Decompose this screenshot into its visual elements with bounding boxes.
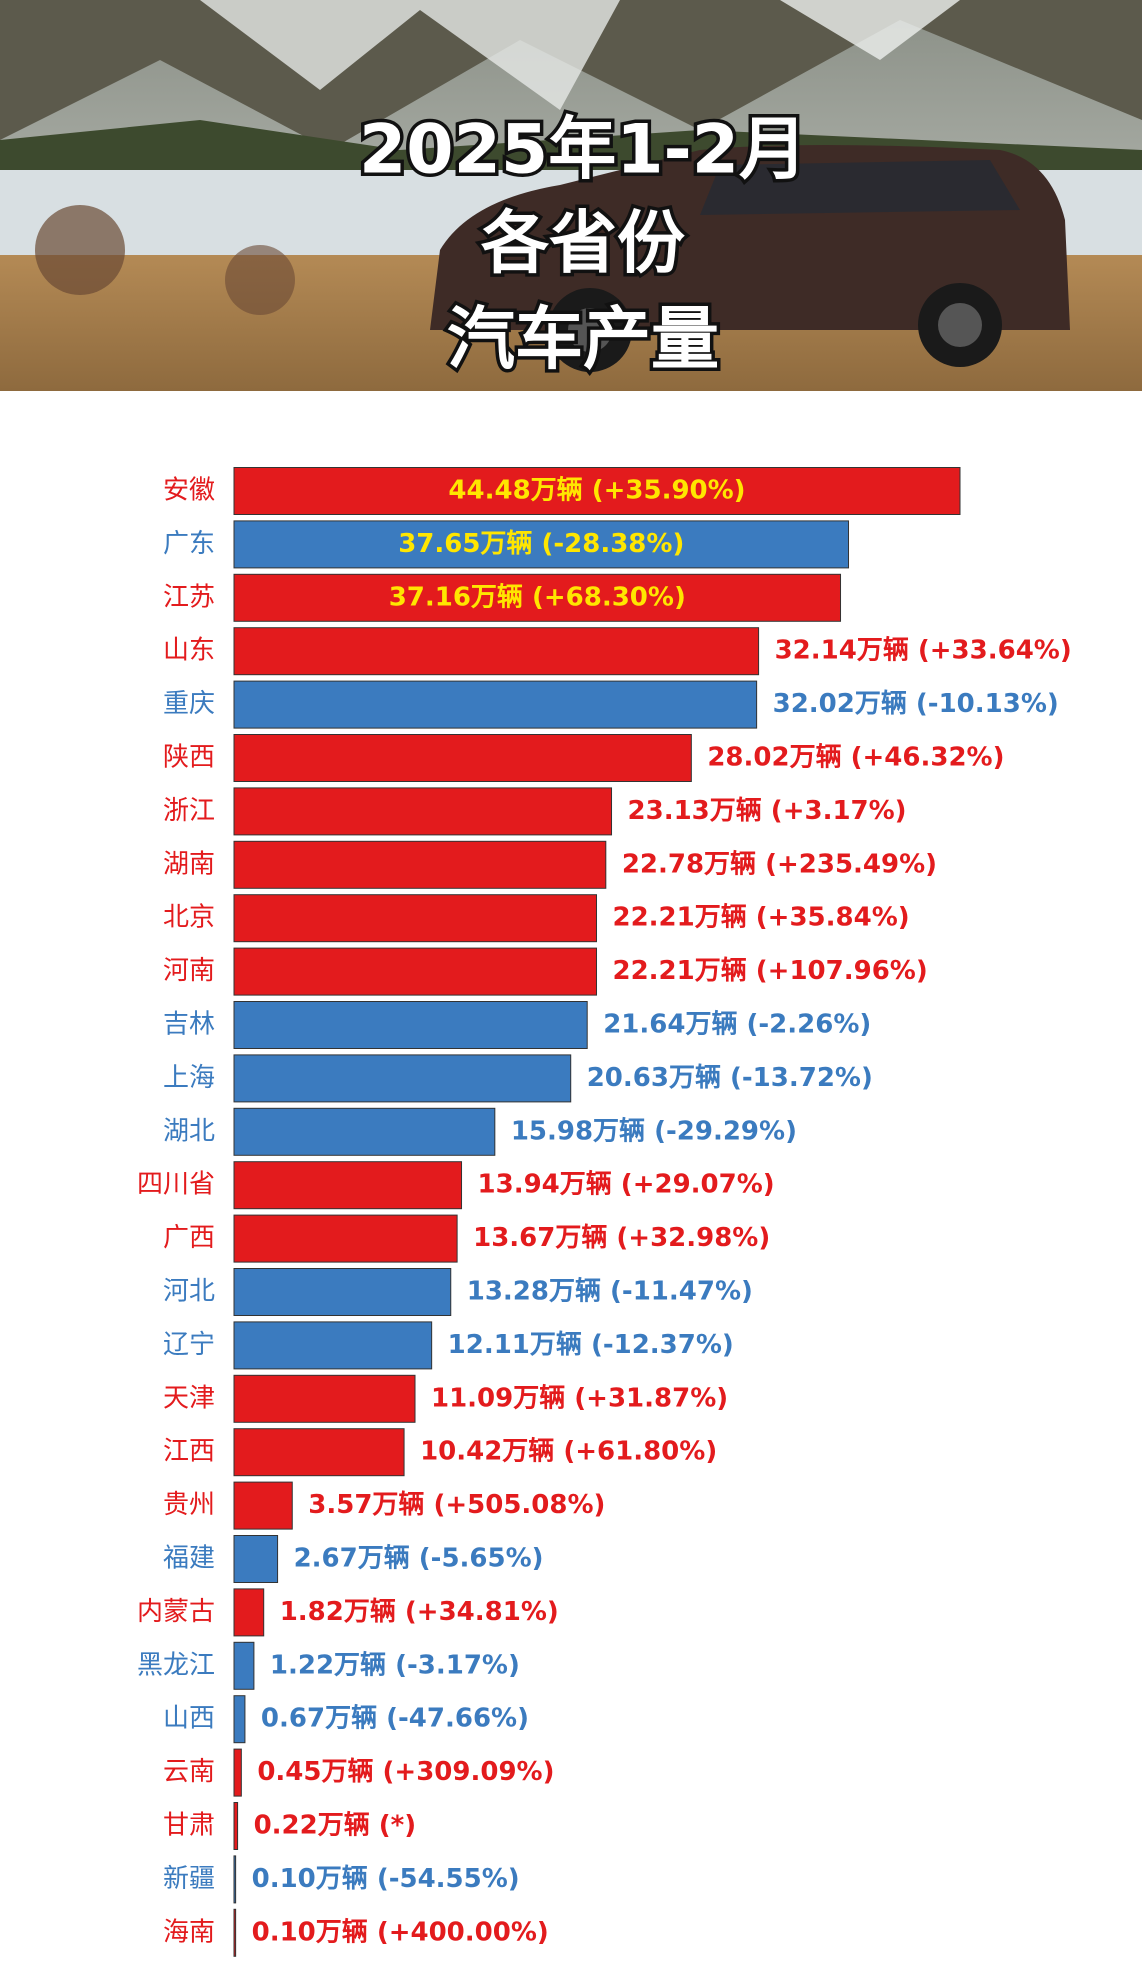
- category-label: 辽宁: [163, 1330, 215, 1360]
- category-label: 云南: [163, 1757, 215, 1787]
- value-label: 32.02万辆 (-10.13%): [773, 689, 1059, 719]
- category-label: 广东: [163, 529, 215, 559]
- bar: [233, 1481, 293, 1530]
- value-label: 20.63万辆 (-13.72%): [587, 1063, 873, 1093]
- bar: [233, 1695, 246, 1744]
- category-label: 江西: [163, 1437, 215, 1467]
- title-line: 2025年1-2月: [359, 111, 807, 190]
- value-label: 3.57万辆 (+505.08%): [308, 1490, 605, 1520]
- category-label: 河南: [163, 956, 215, 986]
- bar: [233, 627, 760, 676]
- bar: [233, 787, 613, 836]
- bar: [233, 1855, 237, 1904]
- bar: [233, 1908, 237, 1957]
- bar: [233, 1161, 463, 1210]
- category-label: 贵州: [163, 1490, 215, 1520]
- value-label: 0.22万辆 (*): [254, 1811, 417, 1841]
- category-label: 海南: [163, 1917, 215, 1947]
- value-label: 13.67万辆 (+32.98%): [473, 1223, 770, 1253]
- bar: [233, 1428, 405, 1477]
- bar: [233, 1001, 588, 1049]
- bar: [233, 680, 758, 729]
- category-label: 安徽: [163, 476, 215, 506]
- bar: [233, 467, 961, 515]
- value-label: 37.16万辆 (+68.30%): [389, 582, 686, 612]
- value-label: 1.22万辆 (-3.17%): [270, 1650, 520, 1680]
- title-line: 汽车产量: [447, 301, 719, 380]
- category-label: 上海: [163, 1063, 215, 1093]
- value-label: 12.11万辆 (-12.37%): [448, 1330, 734, 1360]
- bar: [233, 1748, 242, 1797]
- category-label: 甘肃: [163, 1811, 215, 1841]
- category-label: 山东: [163, 636, 215, 666]
- value-label: 22.21万辆 (+35.84%): [613, 903, 910, 933]
- bar: [233, 1641, 255, 1690]
- value-label: 28.02万辆 (+46.32%): [707, 743, 1004, 773]
- banner: [0, 0, 1142, 391]
- bar: [233, 1321, 433, 1370]
- value-label: 0.45万辆 (+309.09%): [257, 1757, 554, 1787]
- value-label: 22.21万辆 (+107.96%): [613, 956, 928, 986]
- category-label: 陕西: [163, 743, 215, 773]
- category-label: 湖北: [163, 1116, 215, 1146]
- category-label: 广西: [163, 1223, 215, 1253]
- bar: [233, 1268, 452, 1316]
- category-label: 黑龙江: [137, 1650, 215, 1680]
- bar: [233, 1054, 572, 1103]
- bar: [233, 734, 692, 782]
- bar: [233, 1374, 416, 1423]
- value-label: 44.48万辆 (+35.90%): [448, 476, 745, 506]
- bar: [233, 894, 598, 943]
- value-label: 2.67万辆 (-5.65%): [294, 1544, 544, 1574]
- bar: [233, 1214, 458, 1263]
- category-label: 吉林: [163, 1010, 215, 1040]
- value-label: 15.98万辆 (-29.29%): [511, 1116, 797, 1146]
- bar: [233, 840, 607, 889]
- value-label: 13.28万辆 (-11.47%): [467, 1277, 753, 1307]
- value-label: 13.94万辆 (+29.07%): [478, 1170, 775, 1200]
- value-label: 0.10万辆 (+400.00%): [252, 1917, 549, 1947]
- category-label: 内蒙古: [137, 1597, 215, 1627]
- value-label: 11.09万辆 (+31.87%): [431, 1383, 728, 1413]
- title-line: 各省份: [481, 205, 685, 284]
- value-label: 23.13万辆 (+3.17%): [628, 796, 907, 826]
- category-label: 河北: [163, 1277, 215, 1307]
- category-label: 浙江: [163, 796, 215, 826]
- category-label: 北京: [163, 903, 215, 933]
- category-label: 福建: [163, 1544, 215, 1574]
- value-label: 37.65万辆 (-28.38%): [398, 529, 684, 559]
- bar: [233, 1107, 496, 1156]
- value-label: 22.78万辆 (+235.49%): [622, 849, 937, 879]
- value-label: 10.42万辆 (+61.80%): [420, 1437, 717, 1467]
- value-label: 0.10万辆 (-54.55%): [252, 1864, 520, 1894]
- category-label: 新疆: [163, 1864, 215, 1894]
- bar: [233, 520, 850, 569]
- category-label: 湖南: [163, 849, 215, 879]
- category-label: 江苏: [163, 582, 215, 612]
- category-label: 四川省: [137, 1170, 215, 1200]
- value-label: 0.67万辆 (-47.66%): [261, 1704, 529, 1734]
- bar: [233, 573, 842, 622]
- bar: [233, 947, 598, 996]
- category-label: 山西: [163, 1704, 215, 1734]
- bar: [233, 1588, 265, 1637]
- bar: [233, 1535, 279, 1583]
- value-label: 1.82万辆 (+34.81%): [280, 1597, 559, 1627]
- value-label: 21.64万辆 (-2.26%): [603, 1010, 871, 1040]
- category-label: 天津: [163, 1383, 215, 1413]
- bar: [233, 1802, 239, 1850]
- category-label: 重庆: [163, 689, 215, 719]
- value-label: 32.14万辆 (+33.64%): [775, 636, 1072, 666]
